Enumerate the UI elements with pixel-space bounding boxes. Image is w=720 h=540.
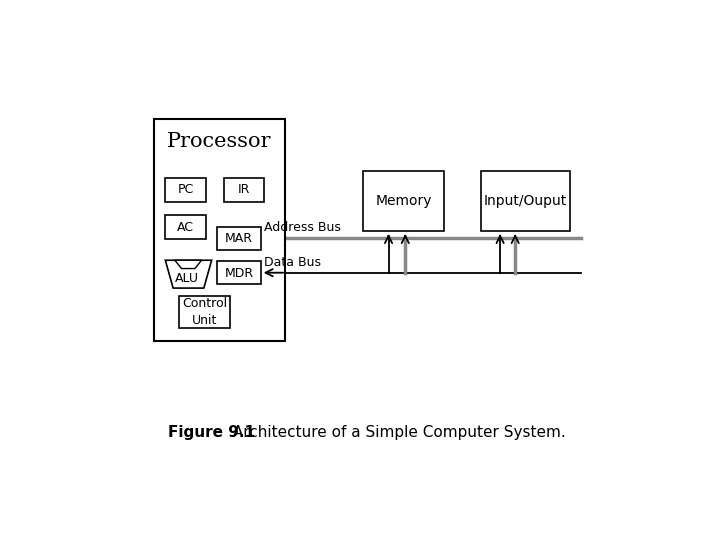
Text: Architecture of a Simple Computer System.: Architecture of a Simple Computer System… [228, 426, 566, 440]
FancyBboxPatch shape [166, 215, 205, 239]
Text: IR: IR [238, 184, 250, 197]
Text: Data Bus: Data Bus [264, 256, 321, 269]
Polygon shape [166, 260, 212, 288]
Text: MDR: MDR [225, 267, 253, 280]
FancyBboxPatch shape [179, 296, 230, 328]
FancyBboxPatch shape [481, 171, 570, 231]
FancyBboxPatch shape [166, 178, 205, 202]
Text: Figure 9.1: Figure 9.1 [168, 426, 255, 440]
FancyBboxPatch shape [217, 227, 261, 250]
Text: Address Bus: Address Bus [264, 221, 341, 234]
FancyBboxPatch shape [224, 178, 264, 202]
Text: ALU: ALU [174, 272, 199, 285]
FancyBboxPatch shape [154, 119, 285, 341]
Polygon shape [175, 260, 202, 268]
Text: Control
Unit: Control Unit [182, 297, 227, 327]
Text: PC: PC [177, 184, 194, 197]
Text: AC: AC [177, 221, 194, 234]
FancyBboxPatch shape [217, 261, 261, 285]
FancyBboxPatch shape [364, 171, 444, 231]
Text: MAR: MAR [225, 232, 253, 245]
Text: Input/Ouput: Input/Ouput [484, 194, 567, 208]
Text: Memory: Memory [376, 194, 433, 208]
Text: Processor: Processor [167, 132, 271, 151]
